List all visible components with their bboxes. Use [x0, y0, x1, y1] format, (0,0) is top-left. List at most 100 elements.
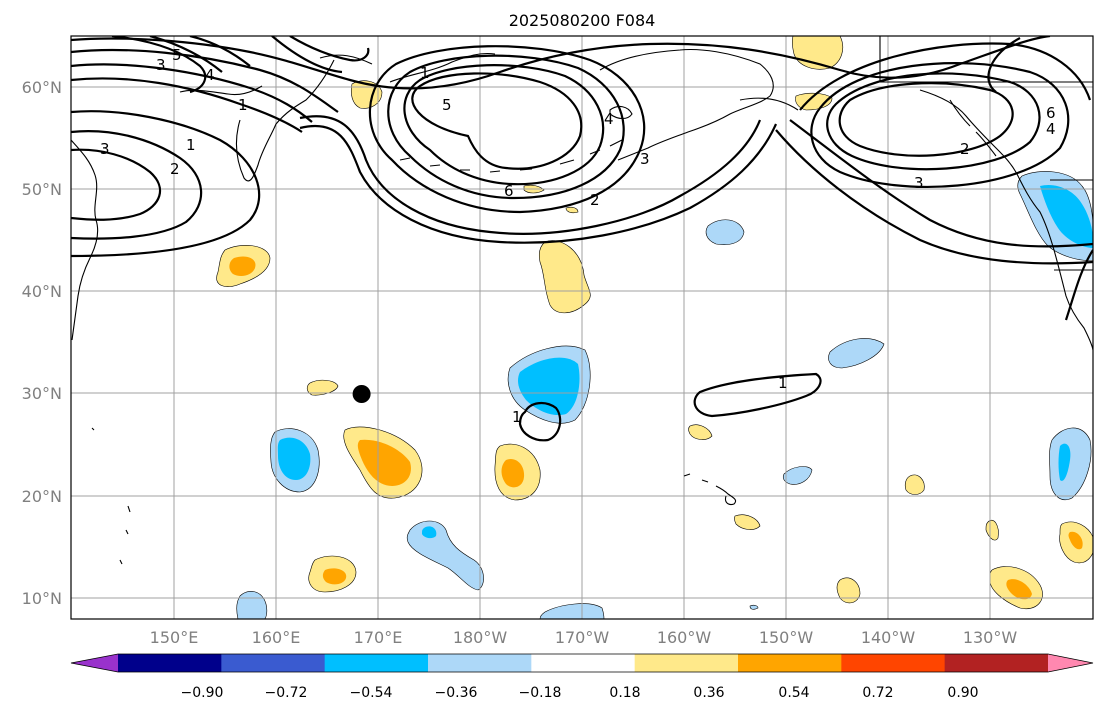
map-frame [70, 35, 1094, 620]
positive-anomaly-core [357, 439, 411, 486]
positive-anomaly [836, 577, 861, 604]
contour-label: 5 [442, 96, 452, 114]
y-tick-label: 30°N [22, 384, 62, 403]
colorbar-tick-label: 0.54 [778, 685, 809, 701]
colorbar-segment [531, 654, 636, 672]
colorbar-segment [324, 654, 429, 672]
map-content: 3 5 4 1 1 1 3 2 2 5 4 3 6 2 6 4 3 1 1 [71, 36, 1093, 619]
x-tick-label: 180°W [453, 628, 508, 647]
contour-label: 1 [420, 64, 430, 82]
colorbar-tick-label: −0.54 [350, 685, 393, 701]
coastline-hawaii [683, 473, 737, 506]
contour-line [71, 130, 203, 240]
contour-label: 3 [156, 56, 166, 74]
contour-line [189, 36, 251, 67]
contour-line [71, 63, 313, 123]
contour-label: 1 [778, 374, 788, 392]
contour-line [71, 110, 261, 258]
y-axis-labels: 60°N 50°N 40°N 30°N 20°N 10°N [22, 78, 62, 608]
x-tick-label: 160°W [657, 628, 712, 647]
colorbar [70, 653, 1094, 673]
contour-label: 1 [186, 136, 196, 154]
colorbar-tick-label: −0.90 [181, 685, 224, 701]
positive-anomaly-core [501, 459, 525, 488]
colorbar-extend-low [71, 654, 118, 672]
contour-label: 3 [640, 150, 650, 168]
contour-line [289, 36, 370, 62]
negative-anomaly [1049, 427, 1092, 500]
colorbar-segment [428, 654, 532, 672]
colorbar-tick-label: 0.90 [947, 685, 978, 701]
positive-anomaly [985, 519, 999, 541]
x-tick-label: 150°W [759, 628, 814, 647]
contour-line [71, 77, 303, 133]
negative-anomaly [749, 604, 759, 610]
contour-label: 2 [590, 191, 600, 209]
colorbar-tick-label: 0.72 [862, 685, 893, 701]
x-tick-label: 160°E [252, 628, 301, 647]
contour-label: 2 [960, 140, 970, 158]
contour-line [111, 36, 207, 94]
coastline-north-america [919, 89, 1093, 351]
contour-line [987, 37, 1021, 93]
contour-line [71, 148, 161, 221]
positive-anomaly [565, 206, 579, 214]
contour-label: 4 [205, 66, 215, 84]
x-tick-label: 140°W [861, 628, 916, 647]
contour-line [71, 48, 339, 113]
positive-anomaly [688, 424, 713, 440]
location-marker [352, 385, 371, 403]
colorbar-tick-label: 0.36 [693, 685, 724, 701]
negative-anomaly [782, 466, 813, 485]
contour-label: 2 [170, 160, 180, 178]
contour-line [693, 372, 822, 418]
colorbar-tick-label: −0.72 [265, 685, 308, 701]
y-tick-label: 50°N [22, 180, 62, 199]
negative-anomaly [828, 338, 885, 369]
colorbar-outline [70, 653, 1094, 673]
positive-anomaly-core [229, 256, 256, 276]
colorbar-segment [221, 654, 326, 672]
contour-line [775, 129, 1093, 265]
negative-anomaly-core [277, 437, 311, 480]
x-tick-label: 130°W [963, 628, 1018, 647]
contour-line [271, 36, 343, 74]
y-tick-label: 60°N [22, 78, 62, 97]
contour-label: 6 [504, 182, 514, 200]
y-tick-label: 40°N [22, 282, 62, 301]
contour-label: 5 [172, 46, 182, 64]
negative-anomaly-core [1058, 443, 1071, 481]
negative-anomaly [705, 219, 745, 245]
coastline-chukotka [319, 54, 373, 65]
contour-line [387, 54, 625, 200]
contour-line [518, 402, 562, 442]
negative-anomaly-core [518, 357, 580, 416]
negative-anomaly [539, 603, 605, 619]
positive-anomaly-core [1068, 531, 1083, 550]
contour-line [810, 62, 1070, 189]
negative-anomaly-core [422, 526, 437, 539]
coastlines [71, 36, 1093, 565]
x-tick-label: 170°W [555, 628, 610, 647]
contour-line [149, 36, 223, 73]
contour-line [826, 72, 1041, 171]
graticule [71, 36, 1093, 619]
positive-anomaly-core [322, 568, 347, 585]
contour-line [411, 72, 583, 170]
contour-label: 4 [604, 110, 614, 128]
contour-label: 3 [914, 174, 924, 192]
contour-label: 1 [238, 96, 248, 114]
colorbar-extend-high [1048, 654, 1093, 672]
x-tick-label: 170°E [354, 628, 403, 647]
contour-label: 4 [1046, 120, 1056, 138]
contour-line [299, 115, 762, 235]
contour-label: 6 [1046, 104, 1056, 122]
x-tick-label: 150°E [150, 628, 199, 647]
contour-line [299, 123, 778, 244]
coastline-bering [389, 52, 496, 83]
colorbar-labels: −0.90 −0.72 −0.54 −0.36 −0.18 0.18 0.36 … [181, 685, 979, 701]
negative-anomaly [406, 520, 484, 591]
coastline-kamchatka [235, 59, 335, 182]
contour-line [403, 64, 605, 186]
